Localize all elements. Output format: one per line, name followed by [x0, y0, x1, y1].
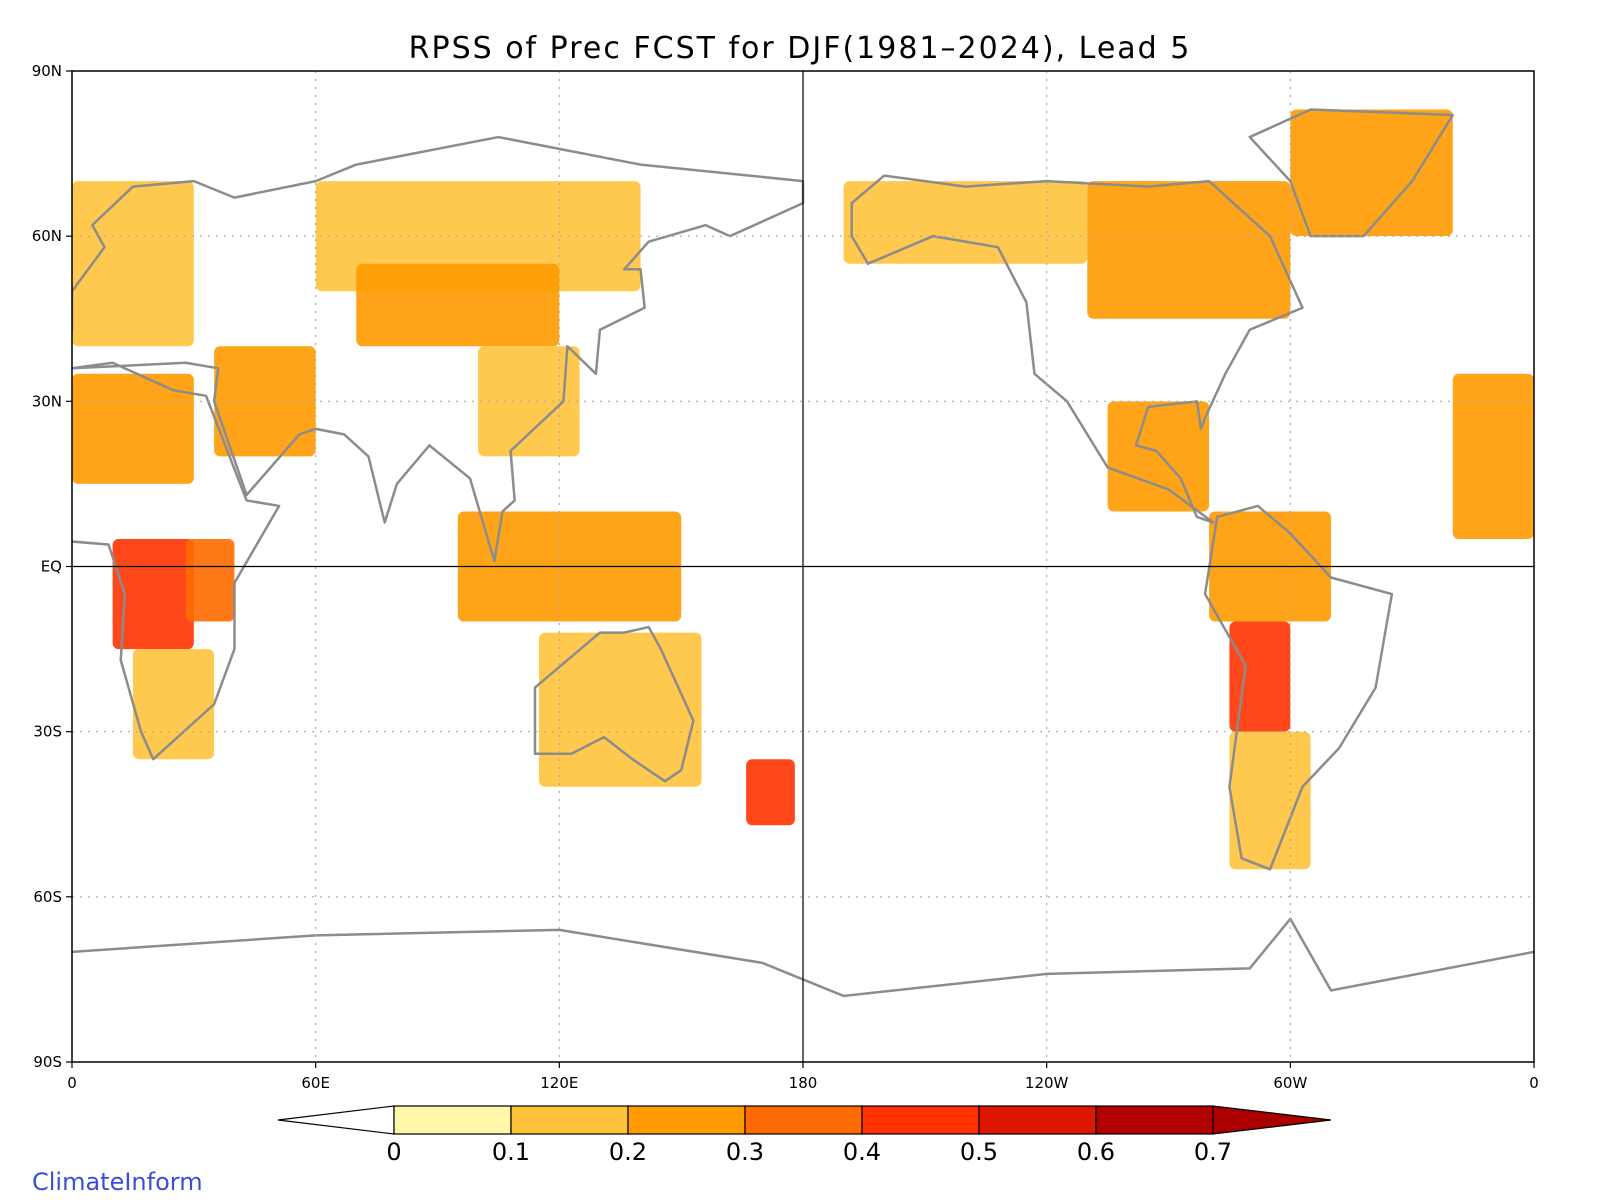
latitude-labels: 90N 60N 30N EQ 30S 60S 90S: [32, 62, 72, 1071]
skill-region-11: [843, 181, 1088, 264]
colorbar-below-triangle: [277, 1105, 395, 1135]
colorbar-tick-label: 0.2: [609, 1138, 647, 1166]
lat-tick-label: EQ: [41, 558, 62, 576]
colorbar-tick-label: 0.7: [1194, 1138, 1232, 1166]
lat-tick-label: 30S: [33, 723, 62, 741]
colorbar-segment: [978, 1105, 1097, 1135]
lon-tick-label: 0: [1529, 1074, 1539, 1092]
colorbar-tick-label: 0.3: [726, 1138, 764, 1166]
colorbar-segment: [1095, 1105, 1214, 1135]
lat-tick-label: 90N: [32, 62, 62, 80]
lat-tick-label: 30N: [32, 392, 62, 410]
lon-tick-label: 180: [789, 1074, 818, 1092]
skill-region-1: [185, 538, 235, 622]
coastline-layer: [72, 108, 1534, 998]
africa-outline: [72, 361, 281, 761]
colorbar-tick-label: 0.6: [1077, 1138, 1115, 1166]
skill-region-13: [1290, 109, 1453, 237]
colorbar-tick-label: 0.5: [960, 1138, 998, 1166]
lon-tick-label: 60E: [301, 1074, 330, 1092]
skill-region-6: [356, 263, 560, 347]
colorbar-segment: [627, 1105, 746, 1135]
australia-outline: [533, 625, 695, 783]
longitude-labels: 0 60E 120E 180 120W 60W 0: [67, 1062, 1539, 1092]
colorbar-above-triangle: [1212, 1105, 1332, 1135]
lat-tick-label: 60N: [32, 227, 62, 245]
south-america-outline: [1203, 504, 1394, 871]
colorbar-segment: [861, 1105, 980, 1135]
lon-tick-label: 120E: [540, 1074, 578, 1092]
colorbar-tick-label: 0.4: [843, 1138, 881, 1166]
skill-region-2: [72, 373, 194, 484]
skill-region-16: [1229, 621, 1291, 732]
eurasia-outline: [72, 135, 805, 563]
skill-region-9: [539, 632, 702, 787]
skill-region-19: [72, 181, 194, 347]
skill-region-18: [1452, 373, 1534, 539]
colorbar-tick-label: 0: [386, 1138, 401, 1166]
lat-tick-label: 90S: [33, 1053, 62, 1071]
grid-layer: [72, 71, 1534, 1062]
greenland-outline: [1248, 108, 1455, 238]
lon-tick-label: 120W: [1025, 1074, 1069, 1092]
lon-tick-label: 60W: [1273, 1074, 1307, 1092]
skill-region-17: [1229, 731, 1311, 870]
lon-tick-label: 0: [67, 1074, 77, 1092]
credit-label: ClimateInform: [32, 1168, 203, 1196]
colorbar: 0 0.1 0.2 0.3 0.4 0.5 0.6 0.7: [277, 1105, 1332, 1166]
colorbar-segment: [510, 1105, 629, 1135]
lat-tick-label: 60S: [33, 888, 62, 906]
skill-region-12: [1087, 181, 1291, 319]
colorbar-segment: [393, 1105, 512, 1135]
north-america-outline: [850, 174, 1304, 524]
colorbar-tick-label: 0.1: [492, 1138, 530, 1166]
map-title: RPSS of Prec FCST for DJF(1981–2024), Le…: [409, 31, 1192, 66]
colorbar-segment: [744, 1105, 863, 1135]
skill-region-14: [1107, 401, 1210, 512]
skill-region-10: [746, 759, 795, 826]
antarctica-outline: [72, 917, 1534, 998]
